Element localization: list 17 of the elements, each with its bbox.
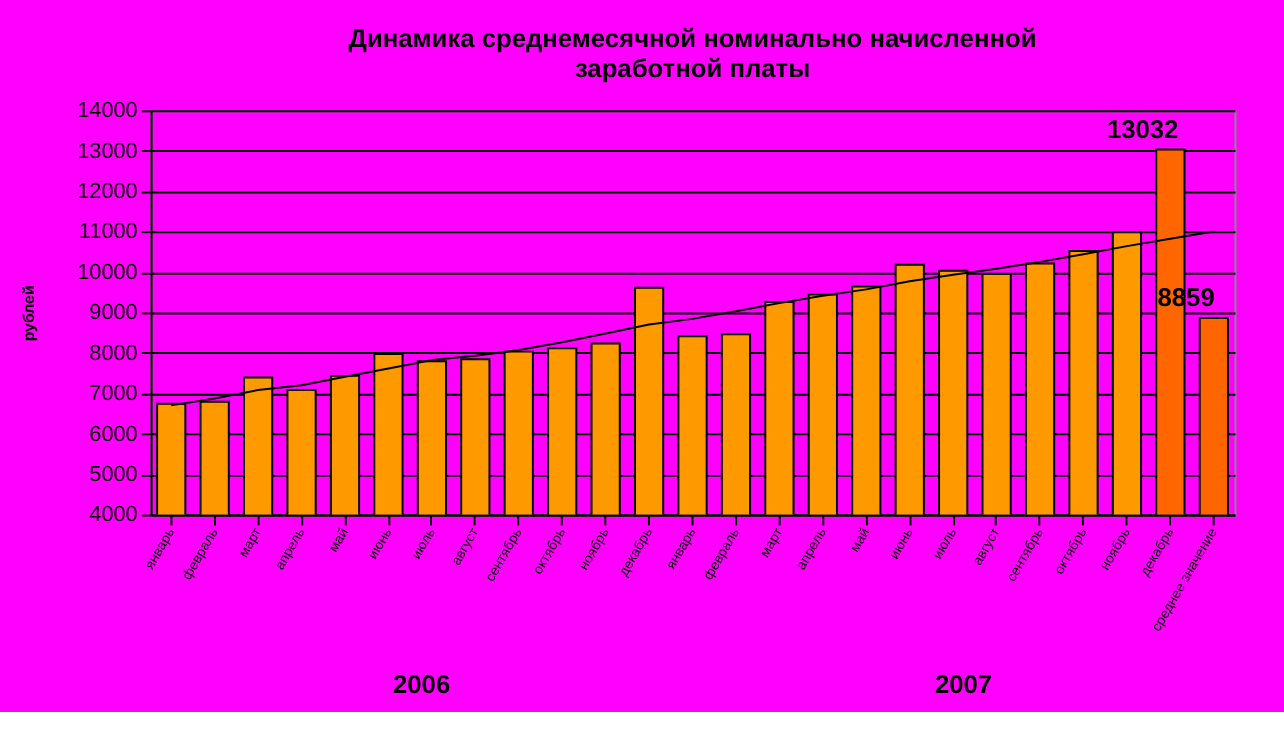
data-label: 13032: [1106, 113, 1179, 144]
y-tick-label: 12000: [77, 180, 138, 205]
y-tick-label: 10000: [77, 260, 138, 285]
text: 2006: [392, 668, 451, 699]
y-tick-label: 8000: [89, 341, 138, 366]
y-tick-label: 14000: [77, 99, 138, 124]
y-tick-label: 13000: [77, 139, 138, 164]
y-axis-title: рублей: [19, 285, 38, 342]
y-tick-label: 11000: [78, 220, 138, 245]
y-tick-label: 5000: [89, 463, 138, 488]
y-tick-label: 9000: [89, 301, 138, 326]
y-tick-label: 7000: [89, 382, 138, 407]
y-tick-label: 4000: [89, 503, 138, 528]
text: заработной платы: [574, 52, 811, 83]
text: 2007: [934, 668, 993, 699]
y-tick-label: 6000: [89, 422, 138, 447]
text: Динамика среднемесячной номинально начисленной: [348, 22, 1037, 53]
